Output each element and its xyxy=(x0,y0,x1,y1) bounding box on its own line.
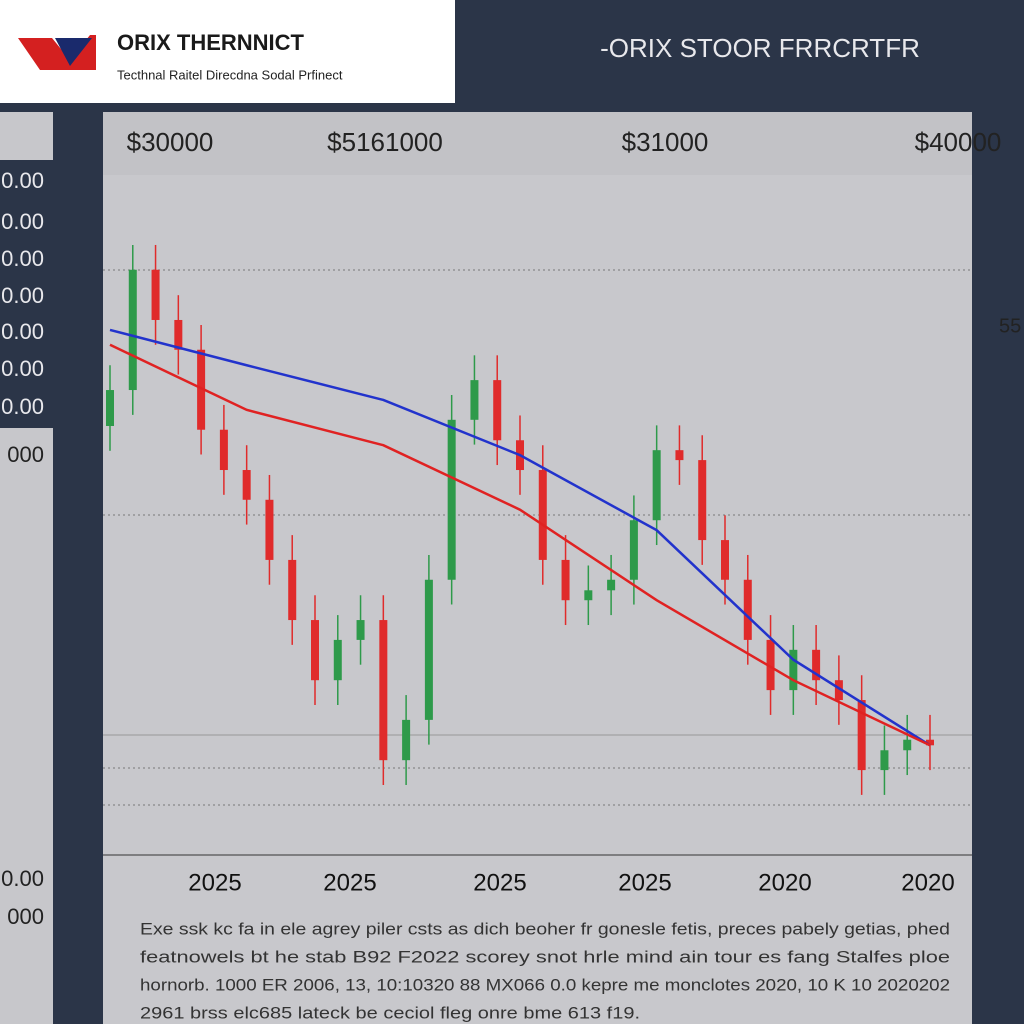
moving-average-line xyxy=(109,343,931,747)
candle-body xyxy=(538,470,547,560)
candle-body xyxy=(265,499,274,560)
candle-body xyxy=(584,590,593,601)
candle-body xyxy=(219,429,228,471)
side-label: 0.00 xyxy=(1,356,44,381)
caption-panel xyxy=(103,857,972,1024)
candle-body xyxy=(106,390,114,426)
candle-body xyxy=(561,559,570,601)
moving-average-line xyxy=(109,328,931,747)
x-tick-label: 2020 xyxy=(758,869,811,896)
candle-body xyxy=(402,719,411,761)
caption-line: hornorb. 1000 ER 2006, 13, 10:10320 88 M… xyxy=(140,975,950,994)
side-label: 000 xyxy=(7,904,44,929)
candle-body xyxy=(698,460,707,541)
candle-body xyxy=(242,470,251,500)
x-tick-label: 2025 xyxy=(188,869,241,896)
caption-line: 2961 brss elc685 lateck be ceciol fleg o… xyxy=(140,1003,640,1022)
header-right: -ORIX STOOR FRRCRTFR xyxy=(600,33,920,63)
candle-body xyxy=(880,750,889,771)
side-label: 0.00 xyxy=(1,168,44,193)
candle-body xyxy=(629,520,638,580)
candle-body xyxy=(789,649,798,691)
candle-body xyxy=(128,269,137,391)
logo xyxy=(18,35,96,70)
top-label: $30000 xyxy=(127,127,214,157)
candle-body xyxy=(652,450,661,521)
side-label: 000 xyxy=(7,442,44,467)
candle-body xyxy=(470,380,479,420)
candle-body xyxy=(311,620,319,681)
candle-body xyxy=(926,739,934,746)
candle-body xyxy=(197,349,206,430)
top-label: $5161000 xyxy=(327,127,443,157)
top-label: $40000 xyxy=(915,127,1002,157)
candle-body xyxy=(493,380,502,441)
candle-body xyxy=(356,620,365,640)
plot-panel xyxy=(103,112,972,857)
candle-body xyxy=(766,639,775,691)
candle-body xyxy=(607,579,616,591)
side-band xyxy=(0,160,53,428)
x-tick-label: 2025 xyxy=(473,869,526,896)
caption-line: Exe ssk kc fa in ele agrey piler csts as… xyxy=(140,919,950,938)
candle-body xyxy=(447,419,456,580)
subtitle: Tecthnal Raitel Direcdna Sodal Prfinect xyxy=(117,67,343,82)
candle-body xyxy=(424,579,433,720)
caption-line: featnowels bt he stab B92 F2022 scorey s… xyxy=(140,947,950,966)
candle-body xyxy=(834,680,843,701)
side-label: 0.00 xyxy=(1,319,44,344)
candle-body xyxy=(903,739,912,751)
title: ORIX THERNNICT xyxy=(117,30,305,55)
candle-body xyxy=(333,639,342,681)
candle-body xyxy=(174,319,183,350)
candle-body xyxy=(743,579,752,640)
candle-body xyxy=(288,559,297,621)
side-label: 0.00 xyxy=(1,283,44,308)
candle-body xyxy=(675,450,684,461)
candle-body xyxy=(379,620,388,761)
side-label: 0.00 xyxy=(1,246,44,271)
candle-body xyxy=(812,649,821,681)
candle-body xyxy=(151,269,160,320)
candle-body xyxy=(721,540,729,580)
x-tick-label: 2025 xyxy=(618,869,671,896)
x-tick-label: 2020 xyxy=(901,869,954,896)
right-label: 55 xyxy=(999,315,1021,337)
x-tick-label: 2025 xyxy=(323,869,376,896)
side-panel xyxy=(0,852,53,1024)
side-label: 0.00 xyxy=(1,209,44,234)
logo xyxy=(55,38,92,66)
top-label: $31000 xyxy=(622,127,709,157)
side-label: 0.00 xyxy=(1,866,44,891)
candle-body xyxy=(857,700,866,771)
top-strip xyxy=(103,112,972,175)
side-label: 0.00 xyxy=(1,394,44,419)
